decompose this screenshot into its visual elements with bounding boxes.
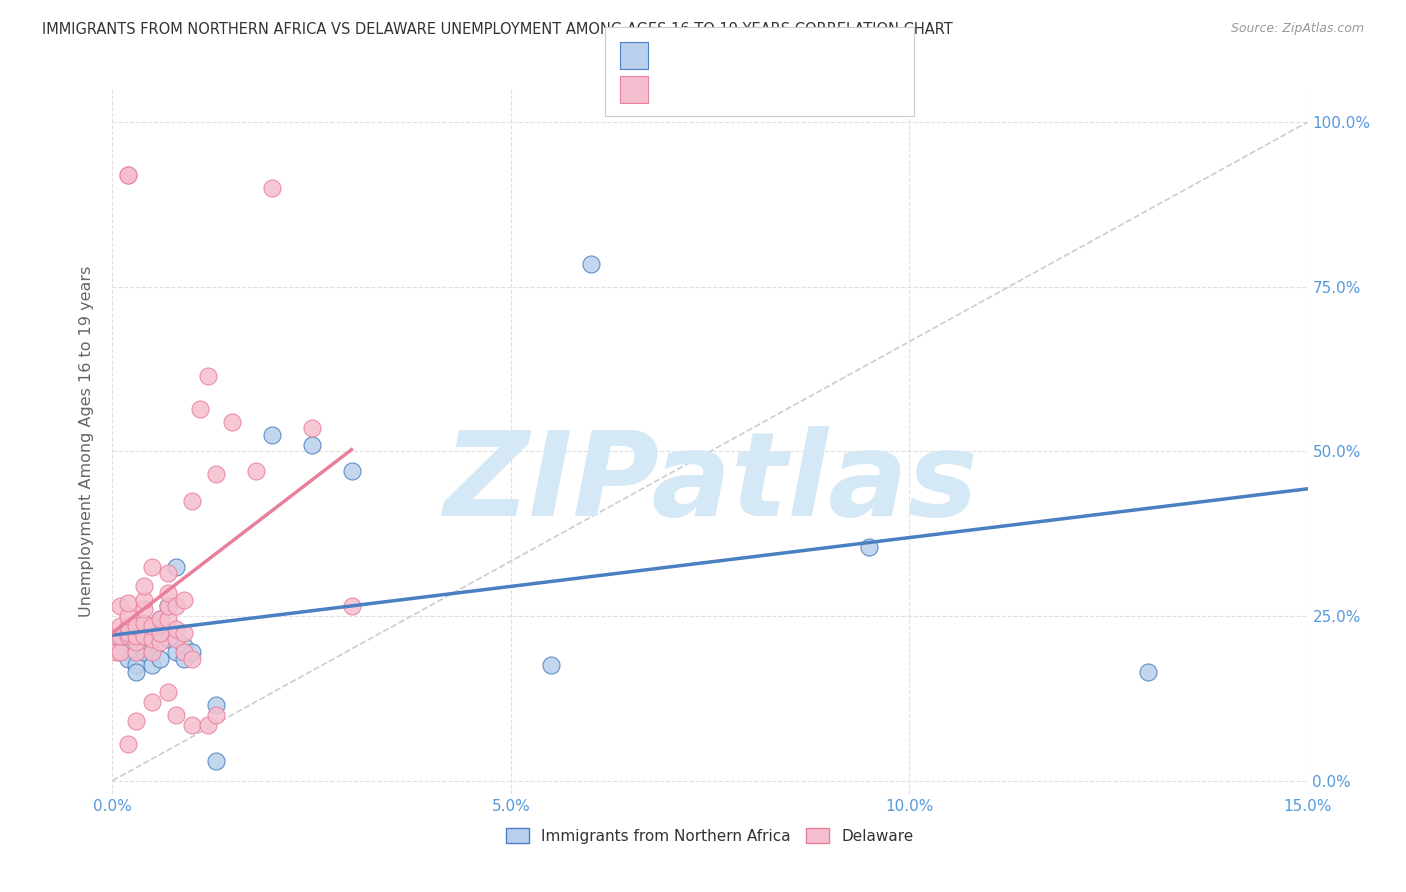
Point: [117, 596, 139, 610]
Point: [173, 645, 195, 659]
Point: [125, 665, 148, 679]
Point: [188, 401, 211, 416]
Point: [181, 645, 204, 659]
Point: [134, 645, 156, 659]
Point: [110, 619, 132, 633]
Point: [141, 619, 163, 633]
Point: [134, 615, 156, 630]
Point: [141, 559, 163, 574]
Point: [141, 645, 163, 659]
Point: [165, 707, 187, 722]
Point: [149, 652, 172, 666]
Point: [205, 707, 228, 722]
Point: [165, 559, 187, 574]
Point: [149, 612, 172, 626]
Point: [125, 645, 148, 659]
Point: [157, 612, 180, 626]
Y-axis label: Unemployment Among Ages 16 to 19 years: Unemployment Among Ages 16 to 19 years: [79, 266, 94, 617]
Point: [165, 632, 187, 646]
Point: [141, 632, 163, 646]
Point: [134, 625, 156, 640]
Point: [125, 629, 148, 643]
Point: [134, 602, 156, 616]
Point: [173, 625, 195, 640]
Point: [117, 738, 139, 752]
Point: [165, 645, 187, 659]
Point: [181, 493, 204, 508]
Point: [301, 438, 323, 452]
Point: [301, 421, 323, 435]
Point: [134, 629, 156, 643]
Point: [1137, 665, 1160, 679]
Point: [149, 612, 172, 626]
Point: [141, 658, 163, 673]
Text: Source: ZipAtlas.com: Source: ZipAtlas.com: [1230, 22, 1364, 36]
Point: [181, 652, 204, 666]
Point: [149, 625, 172, 640]
Point: [125, 714, 148, 729]
Point: [540, 658, 562, 673]
Text: R = 0.423   N = 46: R = 0.423 N = 46: [654, 80, 824, 98]
Point: [117, 652, 139, 666]
Point: [149, 625, 172, 640]
Point: [110, 629, 132, 643]
Point: [110, 632, 132, 646]
Point: [205, 754, 228, 768]
Point: [125, 629, 148, 643]
Point: [173, 652, 195, 666]
Point: [134, 592, 156, 607]
Point: [157, 632, 180, 646]
Point: [165, 622, 187, 636]
Point: [157, 566, 180, 581]
Legend: Immigrants from Northern Africa, Delaware: Immigrants from Northern Africa, Delawar…: [501, 822, 920, 850]
Point: [157, 586, 180, 600]
Point: [157, 685, 180, 699]
Point: [205, 467, 228, 482]
Point: [157, 599, 180, 614]
Point: [117, 609, 139, 624]
Point: [125, 619, 148, 633]
Point: [245, 464, 267, 478]
Point: [340, 464, 363, 478]
Point: [105, 645, 128, 659]
Point: [125, 635, 148, 649]
Point: [125, 645, 148, 659]
Point: [134, 639, 156, 653]
Point: [165, 599, 187, 614]
Point: [117, 625, 139, 640]
Point: [221, 415, 243, 429]
Point: [173, 639, 195, 653]
Point: [117, 619, 139, 633]
Point: [117, 645, 139, 659]
Text: R = 0.483   N = 31: R = 0.483 N = 31: [654, 46, 824, 64]
Point: [197, 717, 219, 731]
Point: [173, 592, 195, 607]
Point: [125, 658, 148, 673]
Point: [141, 645, 163, 659]
Text: ZIPatlas: ZIPatlas: [443, 426, 977, 541]
Point: [858, 540, 880, 554]
Point: [105, 629, 128, 643]
Point: [340, 599, 363, 614]
Point: [149, 635, 172, 649]
Point: [260, 181, 283, 195]
Point: [141, 632, 163, 646]
Point: [117, 168, 139, 182]
Point: [117, 168, 139, 182]
Point: [110, 599, 132, 614]
Point: [260, 428, 283, 442]
Point: [110, 645, 132, 659]
Point: [134, 579, 156, 593]
Point: [579, 257, 602, 271]
Point: [181, 717, 204, 731]
Point: [205, 698, 228, 712]
Text: IMMIGRANTS FROM NORTHERN AFRICA VS DELAWARE UNEMPLOYMENT AMONG AGES 16 TO 19 YEA: IMMIGRANTS FROM NORTHERN AFRICA VS DELAW…: [42, 22, 953, 37]
Point: [117, 629, 139, 643]
Point: [197, 368, 219, 383]
Point: [157, 599, 180, 614]
Point: [141, 695, 163, 709]
Point: [110, 645, 132, 659]
